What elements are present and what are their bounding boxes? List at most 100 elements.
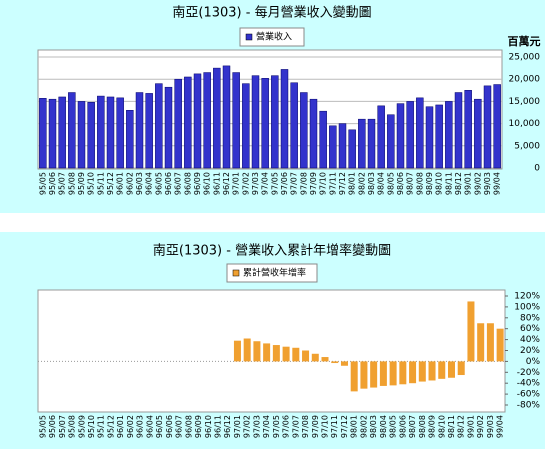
bar	[425, 106, 434, 169]
x-tick-label: 98/05	[389, 415, 398, 438]
chart-title: 南亞(1303) - 營業收入累計年增率變動圖	[153, 243, 391, 259]
x-tick-label: 98/06	[396, 172, 405, 195]
x-tick-label: 96/03	[135, 172, 144, 195]
bar	[319, 110, 327, 169]
bar	[203, 72, 211, 169]
x-tick-label: 96/08	[183, 172, 192, 195]
x-tick-label: 98/07	[408, 415, 417, 438]
x-tick-label: 97/10	[321, 415, 330, 438]
x-tick-label: 96/11	[212, 172, 221, 195]
x-tick-label: 96/05	[154, 172, 163, 195]
bar	[464, 90, 472, 169]
x-tick-label: 95/07	[58, 415, 67, 438]
bar	[222, 65, 231, 169]
x-tick-label: 98/09	[428, 415, 437, 438]
bar	[350, 361, 358, 392]
bar	[87, 102, 95, 169]
x-tick-label: 96/01	[116, 172, 125, 195]
x-tick-label: 98/04	[379, 415, 388, 438]
x-tick-label: 97/07	[291, 415, 300, 438]
x-tick-label: 95/09	[77, 415, 86, 438]
bar	[58, 96, 66, 169]
x-tick-label: 96/05	[155, 415, 164, 438]
x-tick-label: 95/11	[96, 172, 105, 195]
x-tick-label: 97/07	[290, 172, 299, 195]
bar	[329, 125, 337, 169]
bar	[290, 82, 298, 169]
legend-label: 營業收入	[256, 31, 292, 43]
bar	[97, 95, 105, 169]
bar	[253, 341, 261, 362]
y-tick-label: -40%	[517, 379, 541, 389]
y-tick-label: 120%	[514, 292, 540, 302]
bar	[379, 361, 387, 386]
x-tick-label: 97/08	[299, 172, 308, 195]
x-tick-label: 97/04	[262, 415, 271, 438]
x-tick-label: 96/04	[145, 415, 154, 438]
x-tick-label: 99/02	[476, 415, 485, 438]
x-tick-label: 97/05	[272, 415, 281, 438]
x-tick-label: 98/04	[377, 172, 386, 195]
bar	[338, 123, 347, 169]
x-tick-label: 95/08	[67, 172, 76, 195]
x-tick-label: 96/11	[213, 415, 222, 438]
bar	[272, 345, 280, 362]
x-tick-label: 97/12	[338, 172, 347, 195]
x-tick-label: 98/12	[454, 172, 463, 195]
x-tick-label: 96/10	[203, 172, 212, 195]
bar	[263, 343, 271, 362]
x-tick-label: 97/08	[301, 415, 310, 438]
x-tick-label: 98/10	[435, 172, 444, 195]
x-tick-label: 99/01	[466, 415, 475, 438]
y-tick-label: 100%	[514, 302, 540, 312]
bar	[311, 353, 319, 362]
x-tick-label: 97/03	[251, 172, 260, 195]
y-tick-label: 80%	[520, 313, 540, 323]
bar	[445, 101, 453, 169]
x-tick-label: 99/02	[473, 172, 482, 195]
bar	[106, 96, 115, 169]
bar	[486, 323, 494, 362]
y-axis-label: 百萬元	[508, 34, 541, 48]
bar	[243, 338, 251, 362]
bar	[280, 69, 289, 169]
x-tick-label: 96/12	[223, 415, 232, 438]
x-tick-label: 97/09	[311, 415, 320, 438]
x-tick-label: 95/08	[68, 415, 77, 438]
bar	[483, 85, 492, 169]
bar	[116, 97, 124, 169]
x-tick-label: 98/12	[457, 415, 466, 438]
x-tick-label: 95/05	[38, 172, 47, 195]
chart-title: 南亞(1303) - 每月營業收入變動圖	[172, 5, 371, 21]
x-tick-label: 96/07	[174, 172, 183, 195]
x-tick-label: 97/01	[233, 415, 242, 438]
bar	[251, 75, 260, 169]
bar	[271, 75, 279, 169]
y-tick-label: 20,000	[509, 75, 541, 85]
x-tick-label: 96/09	[194, 415, 203, 438]
bar	[321, 357, 329, 362]
bar	[282, 346, 290, 362]
x-tick-label: 96/02	[125, 172, 134, 195]
y-tick-label: 25,000	[509, 53, 541, 63]
x-tick-label: 97/12	[340, 415, 349, 438]
y-tick-label: 0%	[526, 357, 541, 367]
x-tick-label: 99/04	[493, 172, 502, 195]
bar	[360, 361, 368, 389]
y-tick-label: 60%	[520, 324, 540, 334]
x-tick-label: 96/10	[204, 415, 213, 438]
x-tick-label: 96/12	[222, 172, 231, 195]
x-tick-label: 99/04	[496, 415, 505, 438]
legend-swatch	[232, 269, 240, 277]
x-tick-label: 98/03	[367, 172, 376, 195]
x-tick-label: 96/07	[175, 415, 184, 438]
bar	[348, 129, 356, 169]
x-tick-label: 97/02	[243, 415, 252, 438]
legend-box	[226, 263, 318, 283]
bar	[261, 78, 269, 169]
bar	[435, 104, 443, 169]
bar	[387, 114, 395, 169]
bar	[77, 101, 86, 169]
x-tick-label: 97/06	[282, 415, 291, 438]
